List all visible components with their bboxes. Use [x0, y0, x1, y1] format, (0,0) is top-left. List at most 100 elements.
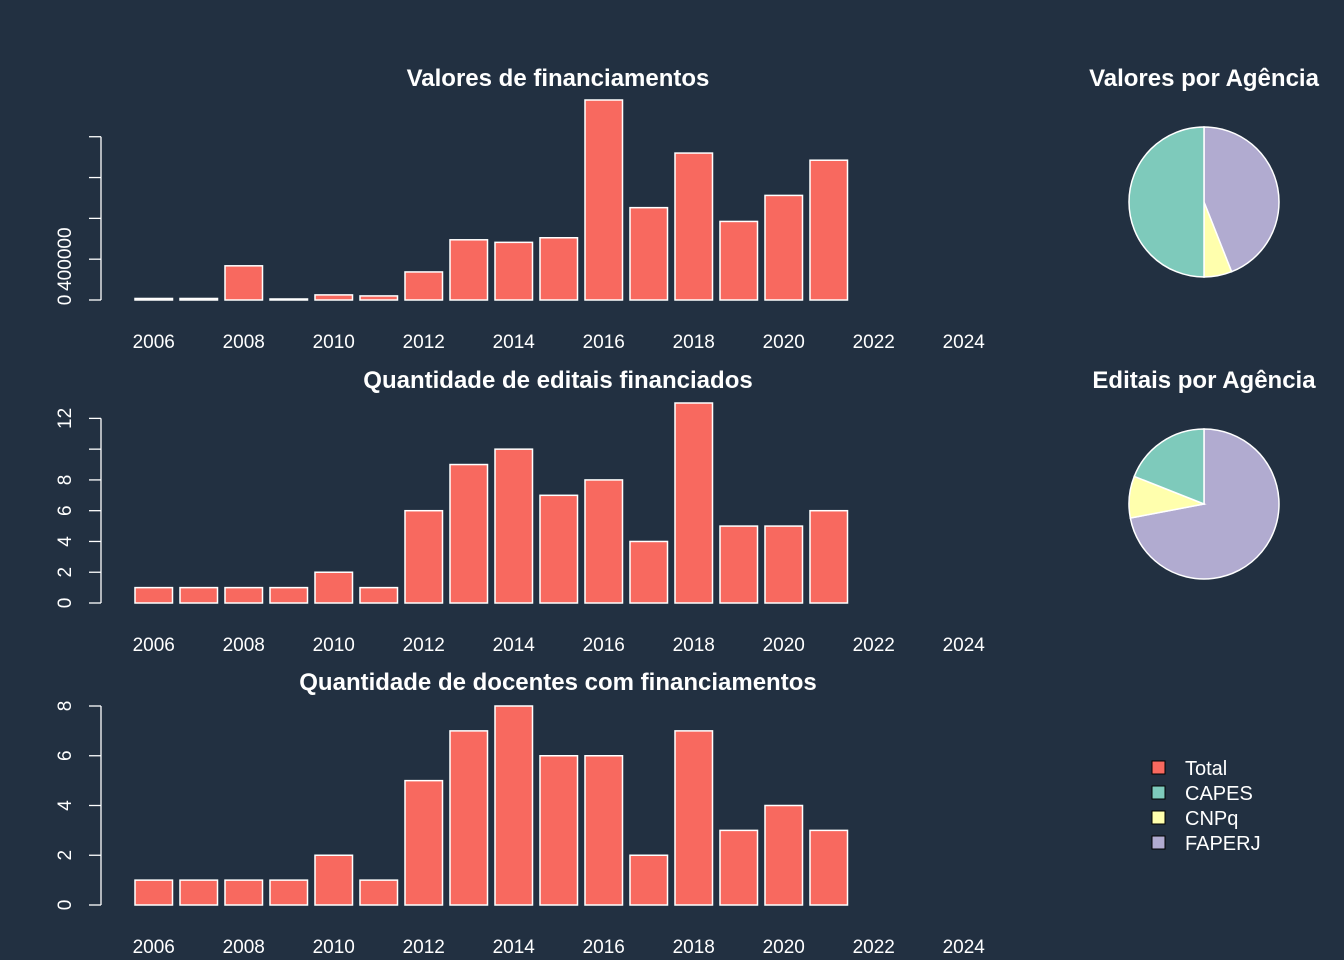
valores-bar-2011 [359, 295, 399, 301]
docentes-bar-2013 [449, 730, 489, 906]
editais-pie-title: Editais por Agência [1092, 367, 1316, 394]
docentes-bar-chart: Quantidade de docentes com financiamento… [55, 669, 985, 958]
valores-pie-slice-capes [1128, 126, 1205, 278]
editais-y-tick-label: 8 [55, 475, 76, 486]
valores-x-tick-label: 2024 [943, 332, 986, 353]
editais-bar-2012 [404, 509, 444, 604]
valores-x-tick-label: 2012 [403, 332, 445, 353]
valores-x-tick-label: 2018 [673, 332, 715, 353]
legend-swatch-cnpq [1151, 810, 1166, 825]
editais-x-tick-label: 2018 [673, 635, 715, 656]
docentes-bar-2012 [404, 779, 444, 906]
editais-x-tick-label: 2010 [313, 635, 355, 656]
editais-y-tick-label: 2 [55, 567, 76, 578]
editais-bar-2016 [584, 479, 624, 604]
editais-bar-2014 [494, 448, 534, 604]
editais-pie-chart: Editais por Agência [1092, 367, 1316, 580]
docentes-x-tick-label: 2014 [493, 937, 536, 958]
valores-bar-2013 [449, 239, 489, 301]
valores-bar-2008 [224, 265, 264, 301]
docentes-bar-2014 [494, 705, 534, 906]
editais-x-tick-label: 2012 [403, 635, 445, 656]
docentes-bar-2015 [539, 755, 579, 906]
valores-y-tick-label: 0 [55, 295, 76, 306]
valores-bar-2020 [764, 194, 804, 301]
editais-bar-2015 [539, 494, 579, 604]
docentes-bar-2018 [674, 730, 714, 906]
editais-y-tick-label: 6 [55, 505, 76, 516]
valores-chart-title: Valores de financiamentos [407, 65, 710, 92]
valores-bar-2012 [404, 271, 444, 301]
valores-bar-2006 [134, 297, 174, 301]
docentes-bar-2020 [764, 804, 804, 906]
valores-bar-2016 [584, 99, 624, 301]
editais-x-tick-label: 2008 [223, 635, 265, 656]
docentes-bar-2009 [269, 879, 309, 906]
editais-y-tick-label: 12 [55, 408, 76, 429]
legend-label-total: Total [1185, 758, 1227, 780]
docentes-x-tick-label: 2020 [763, 937, 805, 958]
docentes-x-tick-label: 2008 [223, 937, 265, 958]
editais-bar-2019 [719, 525, 759, 604]
valores-bar-2019 [719, 220, 759, 301]
editais-x-tick-label: 2016 [583, 635, 625, 656]
editais-x-tick-label: 2024 [943, 635, 986, 656]
docentes-chart-title: Quantidade de docentes com financiamento… [299, 669, 816, 696]
docentes-bar-2021 [809, 829, 849, 906]
editais-bar-2013 [449, 463, 489, 604]
editais-bar-2020 [764, 525, 804, 604]
legend-swatch-faperj [1151, 835, 1166, 850]
docentes-x-tick-label: 2016 [583, 937, 625, 958]
editais-bar-2010 [314, 571, 354, 604]
valores-bar-2017 [629, 206, 669, 301]
docentes-bar-2017 [629, 854, 669, 906]
editais-x-tick-label: 2006 [133, 635, 175, 656]
docentes-y-tick-label: 4 [55, 800, 76, 811]
editais-x-tick-label: 2014 [493, 635, 536, 656]
editais-bar-2011 [359, 586, 399, 604]
valores-bar-2010 [314, 294, 354, 301]
valores-bar-chart: Valores de financiamentos 0 400000 2006 2008… [55, 65, 985, 353]
docentes-bar-2006 [134, 879, 174, 906]
valores-y-tick-label: 400000 [55, 227, 76, 290]
editais-bar-2006 [134, 586, 174, 604]
editais-bar-2008 [224, 586, 264, 604]
editais-bar-2007 [179, 586, 219, 604]
valores-x-tick-label: 2022 [853, 332, 895, 353]
valores-bar-2009 [269, 298, 309, 301]
legend-swatch-capes [1151, 785, 1166, 800]
docentes-bar-2010 [314, 854, 354, 906]
docentes-y-tick-label: 2 [55, 850, 76, 861]
editais-bar-chart: Quantidade de editais financiados 0 2 4 6 8 12… [55, 367, 985, 656]
valores-x-tick-label: 2006 [133, 332, 175, 353]
editais-bar-2021 [809, 509, 849, 604]
docentes-x-tick-label: 2024 [943, 937, 986, 958]
valores-bar-2007 [179, 297, 219, 301]
valores-x-tick-label: 2008 [223, 332, 265, 353]
docentes-bar-2016 [584, 755, 624, 906]
valores-bar-2018 [674, 152, 714, 301]
docentes-x-tick-label: 2012 [403, 937, 445, 958]
valores-bar-2014 [494, 241, 534, 301]
legend-label-capes: CAPES [1185, 783, 1253, 805]
editais-bar-2017 [629, 540, 669, 604]
valores-x-tick-label: 2010 [313, 332, 355, 353]
legend-label-faperj: FAPERJ [1185, 833, 1261, 855]
docentes-x-tick-label: 2018 [673, 937, 715, 958]
valores-x-tick-label: 2016 [583, 332, 625, 353]
editais-y-tick-label: 4 [55, 536, 76, 547]
docentes-x-tick-label: 2006 [133, 937, 175, 958]
editais-y-tick-label: 0 [55, 598, 76, 609]
legend: Total CAPES CNPq FAPERJ [1151, 758, 1261, 855]
legend-label-cnpq: CNPq [1185, 808, 1238, 830]
docentes-y-tick-label: 8 [55, 701, 76, 712]
editais-bar-2018 [674, 402, 714, 604]
docentes-y-tick-label: 0 [55, 900, 76, 911]
docentes-x-tick-label: 2022 [853, 937, 895, 958]
legend-swatch-total [1151, 760, 1166, 775]
valores-pie-title: Valores por Agência [1089, 65, 1320, 92]
docentes-bar-2008 [224, 879, 264, 906]
valores-x-tick-label: 2014 [493, 332, 536, 353]
editais-x-tick-label: 2022 [853, 635, 895, 656]
